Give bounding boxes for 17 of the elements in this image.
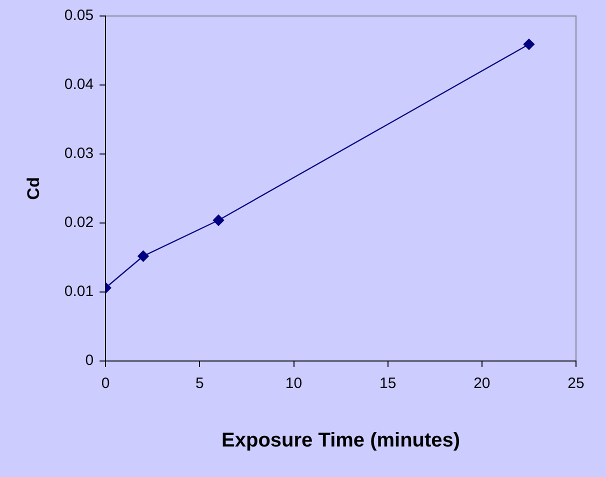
x-tick-label: 15 <box>379 375 396 392</box>
x-tick-label: 5 <box>196 375 204 392</box>
y-tick-label: 0.03 <box>64 145 94 162</box>
x-tick-label: 10 <box>285 375 302 392</box>
y-tick-label: 0.04 <box>64 76 94 94</box>
point <box>138 250 149 262</box>
point <box>523 38 535 50</box>
x-tick-label: 20 <box>474 375 490 392</box>
x-tick-label: 25 <box>568 375 584 392</box>
y-tick-label: 0.01 <box>64 283 94 300</box>
x-tick-label: 0 <box>101 375 110 392</box>
y-tick-label: 0.02 <box>64 214 94 232</box>
y-tick-label: 0.05 <box>64 7 94 24</box>
y-axis-title: Cd <box>24 177 43 200</box>
y-tick-label: 0 <box>85 352 94 370</box>
point <box>212 214 224 226</box>
x-axis-title: Exposure Time (minutes) <box>222 430 460 452</box>
